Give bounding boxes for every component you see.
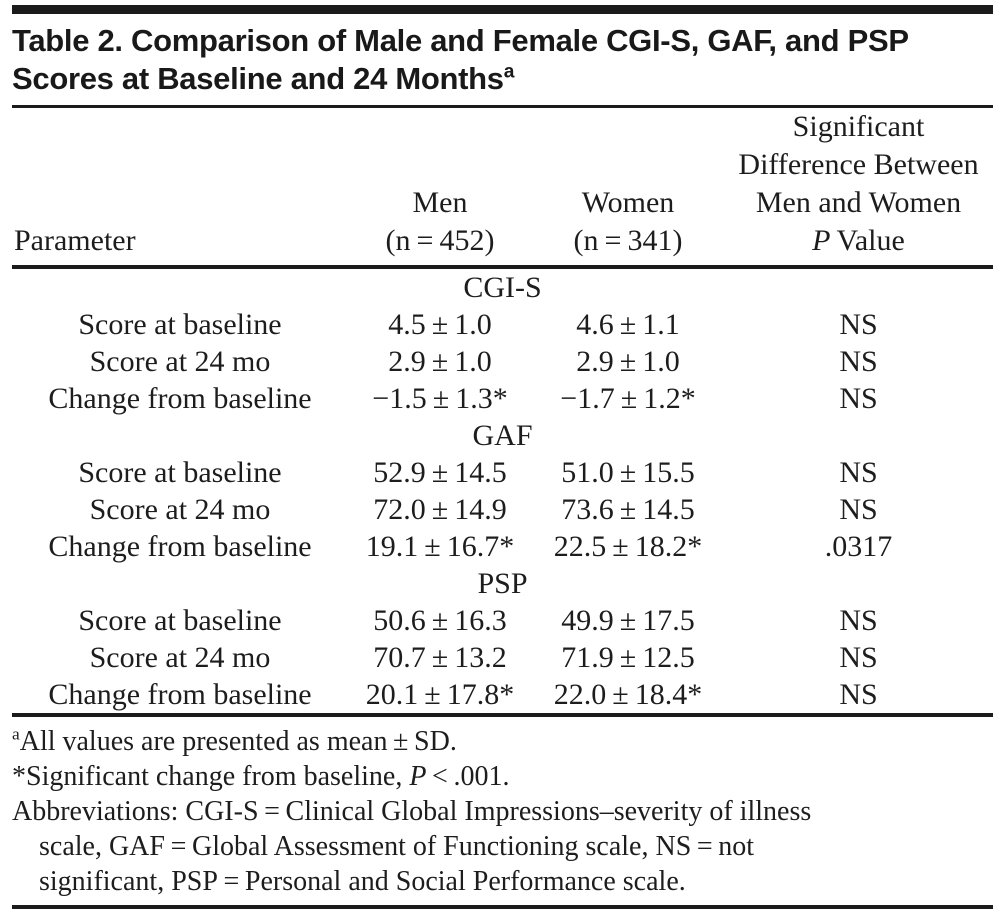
footnote-asterisk: *Significant change from baseline, P < .…	[12, 761, 510, 792]
table-row: Score at 24 mo 2.9 ± 1.0 2.9 ± 1.0 NS	[12, 343, 993, 380]
section-header-cgis: CGI-S	[12, 267, 993, 306]
row-label: Change from baseline	[48, 678, 312, 711]
section-header-psp: PSP	[12, 565, 993, 602]
p-value: NS	[839, 493, 878, 526]
section-label: GAF	[472, 419, 533, 452]
men-value: −1.5 ± 1.3*	[372, 382, 508, 415]
men-value: 19.1 ± 16.7*	[365, 530, 515, 563]
p-value: NS	[839, 308, 878, 341]
row-label: Score at 24 mo	[89, 493, 271, 526]
women-value: 4.6 ± 1.1	[576, 308, 680, 341]
table-row: Score at 24 mo 72.0 ± 14.9 73.6 ± 14.5 N…	[12, 491, 993, 528]
footnote-abbreviations: Abbreviations: CGI-S = Clinical Global I…	[12, 796, 812, 897]
men-value: 20.1 ± 17.8*	[365, 678, 515, 711]
footnote-a: aAll values are presented as mean ± SD.	[12, 724, 457, 757]
p-value: NS	[839, 345, 878, 378]
men-value: 72.0 ± 14.9	[373, 493, 507, 526]
row-label: Score at baseline	[78, 604, 282, 637]
col-header-parameter: Parameter	[12, 108, 348, 269]
row-label: Change from baseline	[48, 382, 312, 415]
table-row: Change from baseline 20.1 ± 17.8* 22.0 ±…	[12, 676, 993, 713]
women-value: 22.5 ± 18.2*	[553, 530, 703, 563]
footnotes: aAll values are presented as mean ± SD. …	[12, 713, 993, 905]
col-header-pvalue: Significant Difference Between Men and Wom…	[724, 108, 993, 269]
table-title-line1: Table 2. Comparison of Male and Female C…	[12, 23, 909, 58]
table-title-line2: Scores at Baseline and 24 Monthsa	[12, 61, 515, 96]
table-row: Change from baseline 19.1 ± 16.7* 22.5 ±…	[12, 528, 993, 565]
men-value: 50.6 ± 16.3	[373, 604, 507, 637]
men-value: 52.9 ± 14.5	[373, 456, 507, 489]
title-footnote-marker: a	[503, 61, 515, 83]
p-value: .0317	[824, 530, 893, 563]
p-value: NS	[839, 604, 878, 637]
footnote-a-marker: a	[12, 724, 20, 744]
section-header-gaf: GAF	[12, 417, 993, 454]
row-label: Score at baseline	[78, 308, 282, 341]
p-italic: P	[812, 224, 831, 257]
men-value: 4.5 ± 1.0	[388, 308, 492, 341]
women-value: 49.9 ± 17.5	[561, 604, 695, 637]
women-value: 73.6 ± 14.5	[561, 493, 695, 526]
p-value: NS	[839, 641, 878, 674]
table-row: Score at 24 mo 70.7 ± 13.2 71.9 ± 12.5 N…	[12, 639, 993, 676]
row-label: Change from baseline	[48, 530, 312, 563]
p-value: NS	[839, 678, 878, 711]
p-italic: P	[409, 761, 427, 792]
women-value: 22.0 ± 18.4*	[553, 678, 703, 711]
row-label: Score at 24 mo	[89, 345, 271, 378]
col-header-women: Women (n = 341)	[532, 108, 724, 269]
men-value: 2.9 ± 1.0	[388, 345, 492, 378]
women-value: 2.9 ± 1.0	[576, 345, 680, 378]
p-value: NS	[839, 456, 878, 489]
column-header-row: Parameter Men (n = 452) Women (n = 341) Si…	[12, 108, 993, 269]
section-label: PSP	[477, 567, 528, 600]
table-row: Score at baseline 52.9 ± 14.5 51.0 ± 15.…	[12, 454, 993, 491]
men-value: 70.7 ± 13.2	[373, 641, 507, 674]
table-row: Score at baseline 4.5 ± 1.0 4.6 ± 1.1 NS	[12, 306, 993, 343]
women-value: 71.9 ± 12.5	[561, 641, 695, 674]
table-top-rule	[12, 5, 993, 14]
table-row: Change from baseline −1.5 ± 1.3* −1.7 ± …	[12, 380, 993, 417]
table-bottom-rule	[12, 905, 993, 909]
comparison-table: Parameter Men (n = 452) Women (n = 341) Si…	[12, 108, 993, 713]
table-row: Score at baseline 50.6 ± 16.3 49.9 ± 17.…	[12, 602, 993, 639]
section-label: CGI-S	[463, 271, 542, 304]
row-label: Score at baseline	[78, 456, 282, 489]
p-value: NS	[839, 382, 878, 415]
row-label: Score at 24 mo	[89, 641, 271, 674]
women-value: −1.7 ± 1.2*	[560, 382, 696, 415]
women-value: 51.0 ± 15.5	[561, 456, 695, 489]
table-title: Table 2. Comparison of Male and Female C…	[12, 22, 993, 108]
col-header-men: Men (n = 452)	[348, 108, 532, 269]
